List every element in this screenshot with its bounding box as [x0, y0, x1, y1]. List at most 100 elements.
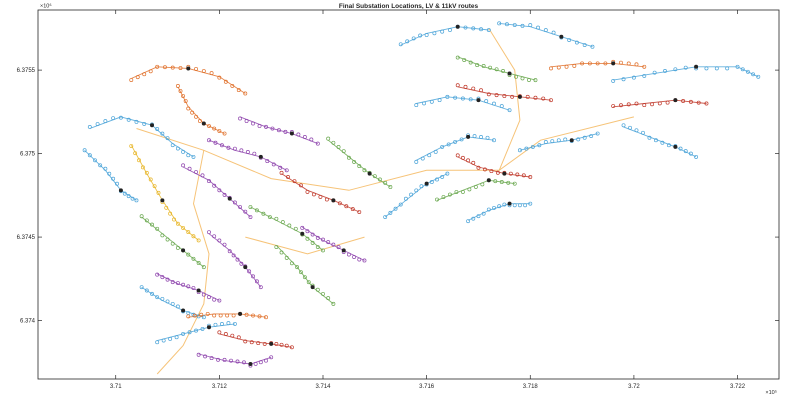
customer-point [318, 194, 323, 199]
customer-point [284, 168, 289, 173]
customer-point [170, 280, 175, 285]
customer-point [135, 75, 140, 80]
substation-marker [186, 66, 191, 71]
customer-point [647, 135, 652, 140]
customer-point [160, 233, 165, 238]
x-tick-label: 3.714 [315, 384, 331, 390]
customer-point [152, 184, 157, 189]
customer-point [681, 99, 686, 103]
y-tick-label: 6.3745 [17, 235, 36, 241]
customer-point [170, 241, 175, 246]
customer-point [704, 101, 709, 106]
customer-point [473, 184, 478, 189]
route-11kv [488, 28, 521, 171]
customer-point [201, 292, 206, 297]
customer-point [192, 313, 197, 318]
customer-point [520, 23, 525, 28]
customer-point [223, 332, 228, 336]
customer-point [471, 86, 476, 91]
customer-point [186, 153, 191, 158]
customer-point [619, 103, 623, 108]
customer-point [486, 92, 491, 97]
customer-point [287, 223, 292, 228]
customer-point [528, 201, 533, 206]
customer-point [251, 121, 255, 126]
customer-point [657, 101, 662, 106]
customer-point [302, 135, 307, 139]
customer-point [249, 340, 254, 345]
customer-point [530, 144, 535, 149]
customer-point [362, 258, 367, 263]
substation-marker [181, 308, 186, 313]
x-tick-label: 3.712 [212, 384, 228, 390]
customer-point [283, 129, 288, 134]
customer-point [257, 314, 262, 319]
customer-point [186, 252, 191, 257]
customer-point [621, 77, 626, 82]
customer-point [245, 150, 250, 154]
customer-point [284, 343, 289, 348]
customer-point [543, 140, 548, 144]
customer-point [488, 65, 493, 70]
customer-point [239, 148, 244, 153]
customer-point [238, 116, 243, 121]
customer-point [194, 66, 198, 71]
customer-point [194, 328, 198, 333]
customer-point [155, 340, 160, 345]
customer-point [142, 121, 147, 126]
customer-point [665, 100, 670, 105]
customer-point [155, 272, 160, 277]
customer-point [398, 42, 403, 47]
customer-point [331, 242, 336, 247]
customer-point [517, 203, 522, 208]
customer-point [521, 173, 526, 178]
customer-point [258, 285, 263, 290]
customer-point [144, 288, 149, 293]
customer-point [305, 236, 310, 241]
customer-point [187, 330, 192, 335]
customer-point [229, 358, 233, 363]
customer-point [164, 205, 169, 210]
customer-point [155, 64, 160, 69]
customer-point [309, 137, 314, 142]
customer-point [331, 140, 336, 145]
customer-point [479, 88, 483, 93]
customer-point [178, 66, 183, 70]
customer-point [222, 192, 227, 197]
customer-point [232, 146, 237, 151]
customer-point [213, 140, 218, 145]
substation-marker [269, 341, 274, 346]
customer-point [696, 100, 701, 105]
customer-point [471, 160, 476, 165]
customer-point [148, 177, 153, 182]
customer-point [111, 116, 116, 121]
customer-point [223, 79, 228, 84]
substation-marker [243, 265, 248, 270]
customer-point [165, 299, 170, 304]
customer-point [183, 99, 188, 103]
customer-point [326, 296, 331, 301]
customer-point [277, 128, 281, 133]
customer-point [486, 207, 491, 212]
customer-point [165, 136, 170, 141]
customer-point [181, 163, 186, 168]
substation-marker [227, 196, 232, 201]
customer-point [471, 216, 476, 221]
customer-point [459, 137, 464, 142]
customer-point [357, 257, 362, 262]
customer-point [310, 240, 315, 245]
customer-point [476, 214, 481, 219]
customer-point [489, 169, 494, 174]
customer-point [383, 180, 388, 185]
customer-point [279, 342, 284, 347]
customer-point [160, 275, 165, 280]
customer-point [181, 225, 186, 230]
customer-point [628, 125, 632, 130]
customer-point [175, 304, 180, 309]
customer-point [486, 28, 491, 32]
customer-point [160, 296, 165, 301]
customer-point [231, 313, 236, 318]
customer-point [631, 75, 636, 80]
customer-point [284, 255, 289, 260]
customer-point [218, 313, 223, 318]
